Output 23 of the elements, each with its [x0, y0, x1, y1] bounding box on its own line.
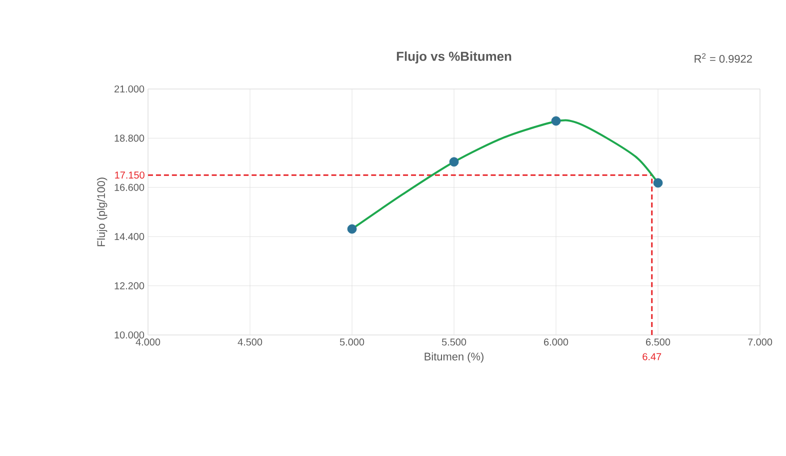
x-tick-label: 6.000: [544, 338, 568, 346]
y-axis-title: Flujo (plg/100): [96, 178, 108, 246]
y-tick-label: 16.600: [114, 184, 144, 191]
ref-line-label: 17.150: [115, 172, 144, 179]
y-tick-label: 14.400: [114, 233, 144, 240]
y-tick-label: 12.200: [114, 282, 144, 290]
text: R$^{2}$ = 0.9922: [694, 53, 752, 63]
chart-title: Flujo vs %Bitumen: [396, 51, 512, 64]
x-axis-title: Bitumen (%): [424, 352, 484, 363]
x-tick-label: 7.000: [748, 338, 772, 346]
x-tick-label: 5.500: [442, 338, 466, 346]
point: [449, 157, 459, 167]
y-tick-label: 21.000: [114, 85, 144, 93]
point: [653, 178, 663, 188]
y-tick-label: 10.000: [114, 331, 144, 339]
point: [347, 224, 357, 234]
x-tick-label: 4.000: [136, 338, 160, 346]
x-tick-label: 5.000: [340, 338, 364, 346]
point: [551, 116, 561, 126]
x-tick-label: 6.500: [646, 338, 670, 346]
x-tick-label: 4.500: [238, 338, 262, 346]
y-tick-label: 18.800: [114, 134, 144, 142]
ref-line-label: 6.47: [642, 353, 662, 360]
